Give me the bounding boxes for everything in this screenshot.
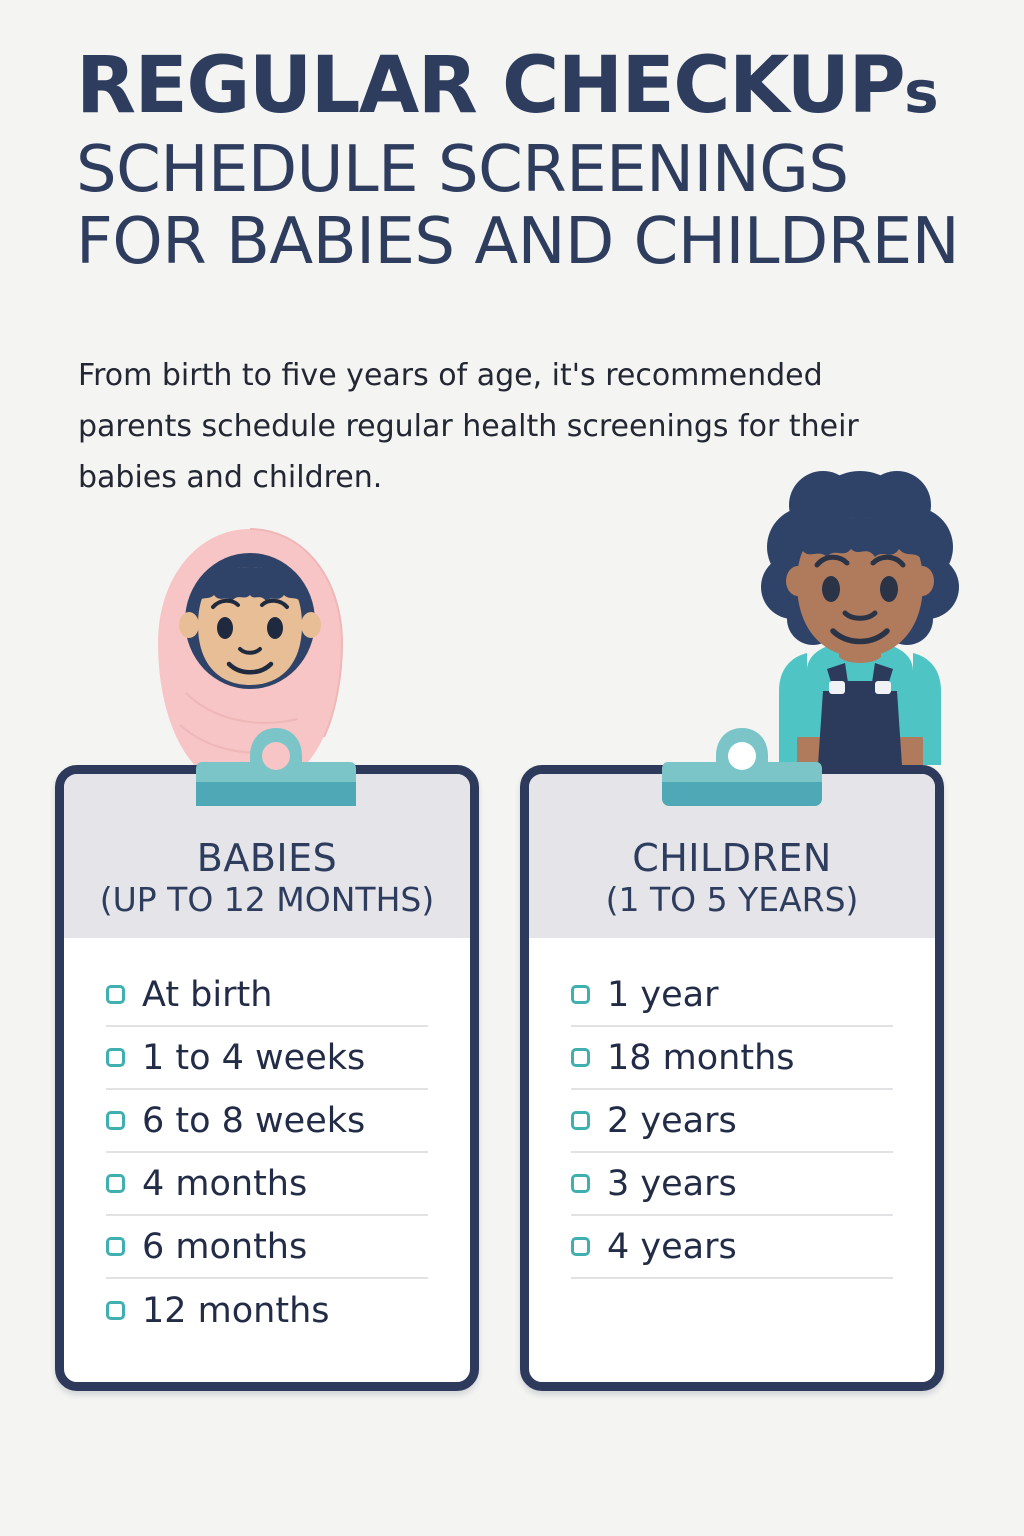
list-item[interactable]: 12 months xyxy=(106,1279,428,1342)
clipboard-children: CHILDREN (1 TO 5 YEARS) 1 year 18 months… xyxy=(520,765,944,1391)
list-item-label: 1 to 4 weeks xyxy=(142,1037,366,1078)
list-item-label: 4 years xyxy=(607,1226,737,1267)
clipboard-babies-subtitle: (UP TO 12 MONTHS) xyxy=(99,880,435,919)
list-item-label: 12 months xyxy=(142,1290,330,1331)
intro-paragraph: From birth to five years of age, it's re… xyxy=(78,358,859,495)
clipboard-children-subtitle: (1 TO 5 YEARS) xyxy=(605,880,859,919)
clipboard-babies-title: BABIES xyxy=(196,836,338,880)
list-item-label: 6 months xyxy=(142,1226,308,1267)
list-item-label: 2 years xyxy=(607,1100,737,1141)
page-title-text: REGULAR CHECKUP xyxy=(76,41,906,131)
list-item-label: 6 to 8 weeks xyxy=(142,1100,366,1141)
checkbox-icon[interactable] xyxy=(571,1048,590,1067)
page-title-suffix: s xyxy=(904,58,939,126)
list-item-label: At birth xyxy=(142,974,273,1015)
list-item[interactable]: 1 year xyxy=(571,964,893,1027)
page-subtitle-line2: FOR BABIES AND CHILDREN xyxy=(76,205,960,279)
checkbox-icon[interactable] xyxy=(571,1237,590,1256)
clipboard-babies: BABIES (UP TO 12 MONTHS) At birth 1 to 4… xyxy=(55,765,479,1391)
list-item-label: 3 years xyxy=(607,1163,737,1204)
clipboard-children-title: CHILDREN xyxy=(632,836,832,880)
checkbox-icon[interactable] xyxy=(106,1174,125,1193)
list-item-label: 4 months xyxy=(142,1163,308,1204)
list-item-label: 1 year xyxy=(607,974,719,1015)
list-item-label: 18 months xyxy=(607,1037,795,1078)
checkbox-icon[interactable] xyxy=(571,985,590,1004)
clipboard-babies-list: At birth 1 to 4 weeks 6 to 8 weeks 4 mon… xyxy=(64,938,470,1342)
list-item[interactable]: At birth xyxy=(106,964,428,1027)
checkbox-icon[interactable] xyxy=(106,1048,125,1067)
page-subtitle-line1: SCHEDULE SCREENINGS xyxy=(76,133,849,207)
curly-haired-child-illustration xyxy=(761,471,959,780)
list-item[interactable]: 1 to 4 weeks xyxy=(106,1027,428,1090)
heading-block: REGULAR CHECKUPs SCHEDULE SCREENINGS FOR… xyxy=(76,44,1006,278)
list-item[interactable]: 6 months xyxy=(106,1216,428,1279)
list-item[interactable]: 3 years xyxy=(571,1153,893,1216)
clipboard-clip-icon xyxy=(196,728,356,806)
checkbox-icon[interactable] xyxy=(106,985,125,1004)
clipboard-children-list: 1 year 18 months 2 years 3 years 4 years xyxy=(529,938,935,1279)
list-item[interactable]: 4 years xyxy=(571,1216,893,1279)
checkbox-icon[interactable] xyxy=(571,1174,590,1193)
checkbox-icon[interactable] xyxy=(106,1111,125,1130)
page-title: REGULAR CHECKUPs xyxy=(76,44,1006,134)
list-item[interactable]: 4 months xyxy=(106,1153,428,1216)
clipboard-clip-icon xyxy=(662,728,822,806)
checkbox-icon[interactable] xyxy=(106,1301,125,1320)
checkbox-icon[interactable] xyxy=(106,1237,125,1256)
list-item[interactable]: 2 years xyxy=(571,1090,893,1153)
checkbox-icon[interactable] xyxy=(571,1111,590,1130)
list-item[interactable]: 6 to 8 weeks xyxy=(106,1090,428,1153)
list-item[interactable]: 18 months xyxy=(571,1027,893,1090)
